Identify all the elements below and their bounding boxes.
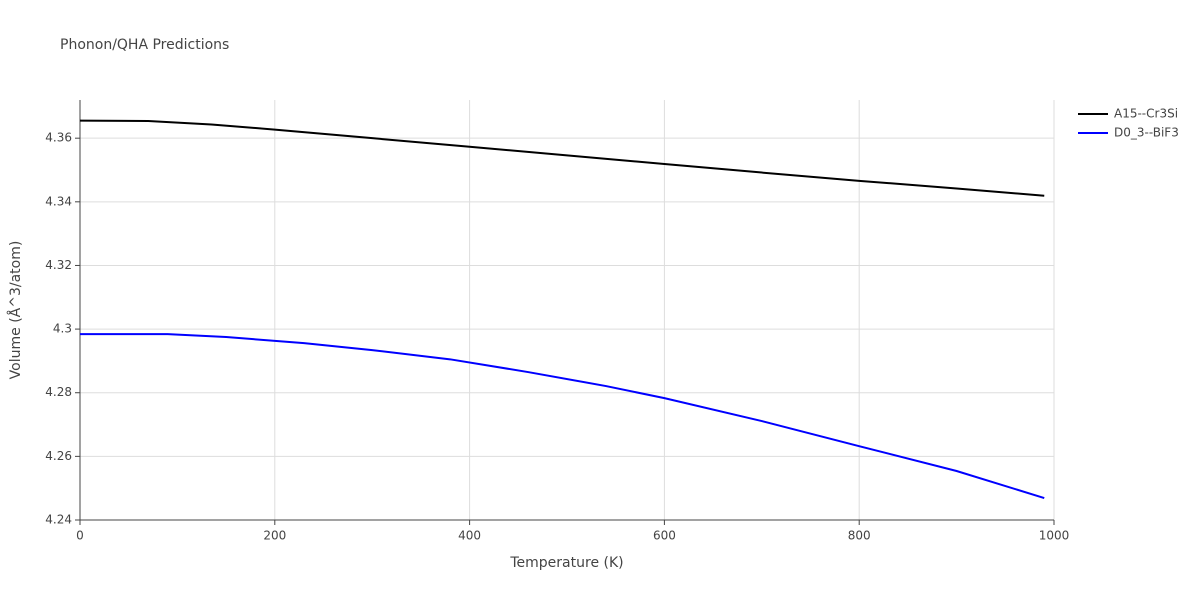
y-tick-label: 4.36 [45, 131, 72, 145]
series-line [80, 333, 1045, 500]
series-line [79, 119, 1045, 197]
chart-title: Phonon/QHA Predictions [60, 37, 229, 53]
y-axis-label: Volume (Å^3/atom) [7, 241, 24, 380]
y-tick-label: 4.34 [45, 194, 72, 208]
x-tick-label: 600 [653, 529, 676, 543]
y-tick-label: 4.26 [45, 449, 72, 463]
y-tick-label: 4.3 [53, 322, 72, 336]
x-tick-label: 400 [458, 529, 481, 543]
y-tick-label: 4.24 [45, 513, 72, 527]
x-axis-label: Temperature (K) [509, 555, 623, 571]
y-tick-label: 4.28 [45, 385, 72, 399]
legend-label: D0_3--BiF3 [1114, 126, 1179, 140]
y-tick-label: 4.32 [45, 258, 72, 272]
x-tick-label: 1000 [1039, 529, 1070, 543]
legend-label: A15--Cr3Si [1114, 107, 1178, 121]
x-tick-label: 0 [76, 529, 84, 543]
x-tick-label: 800 [848, 529, 871, 543]
x-tick-label: 200 [263, 529, 286, 543]
